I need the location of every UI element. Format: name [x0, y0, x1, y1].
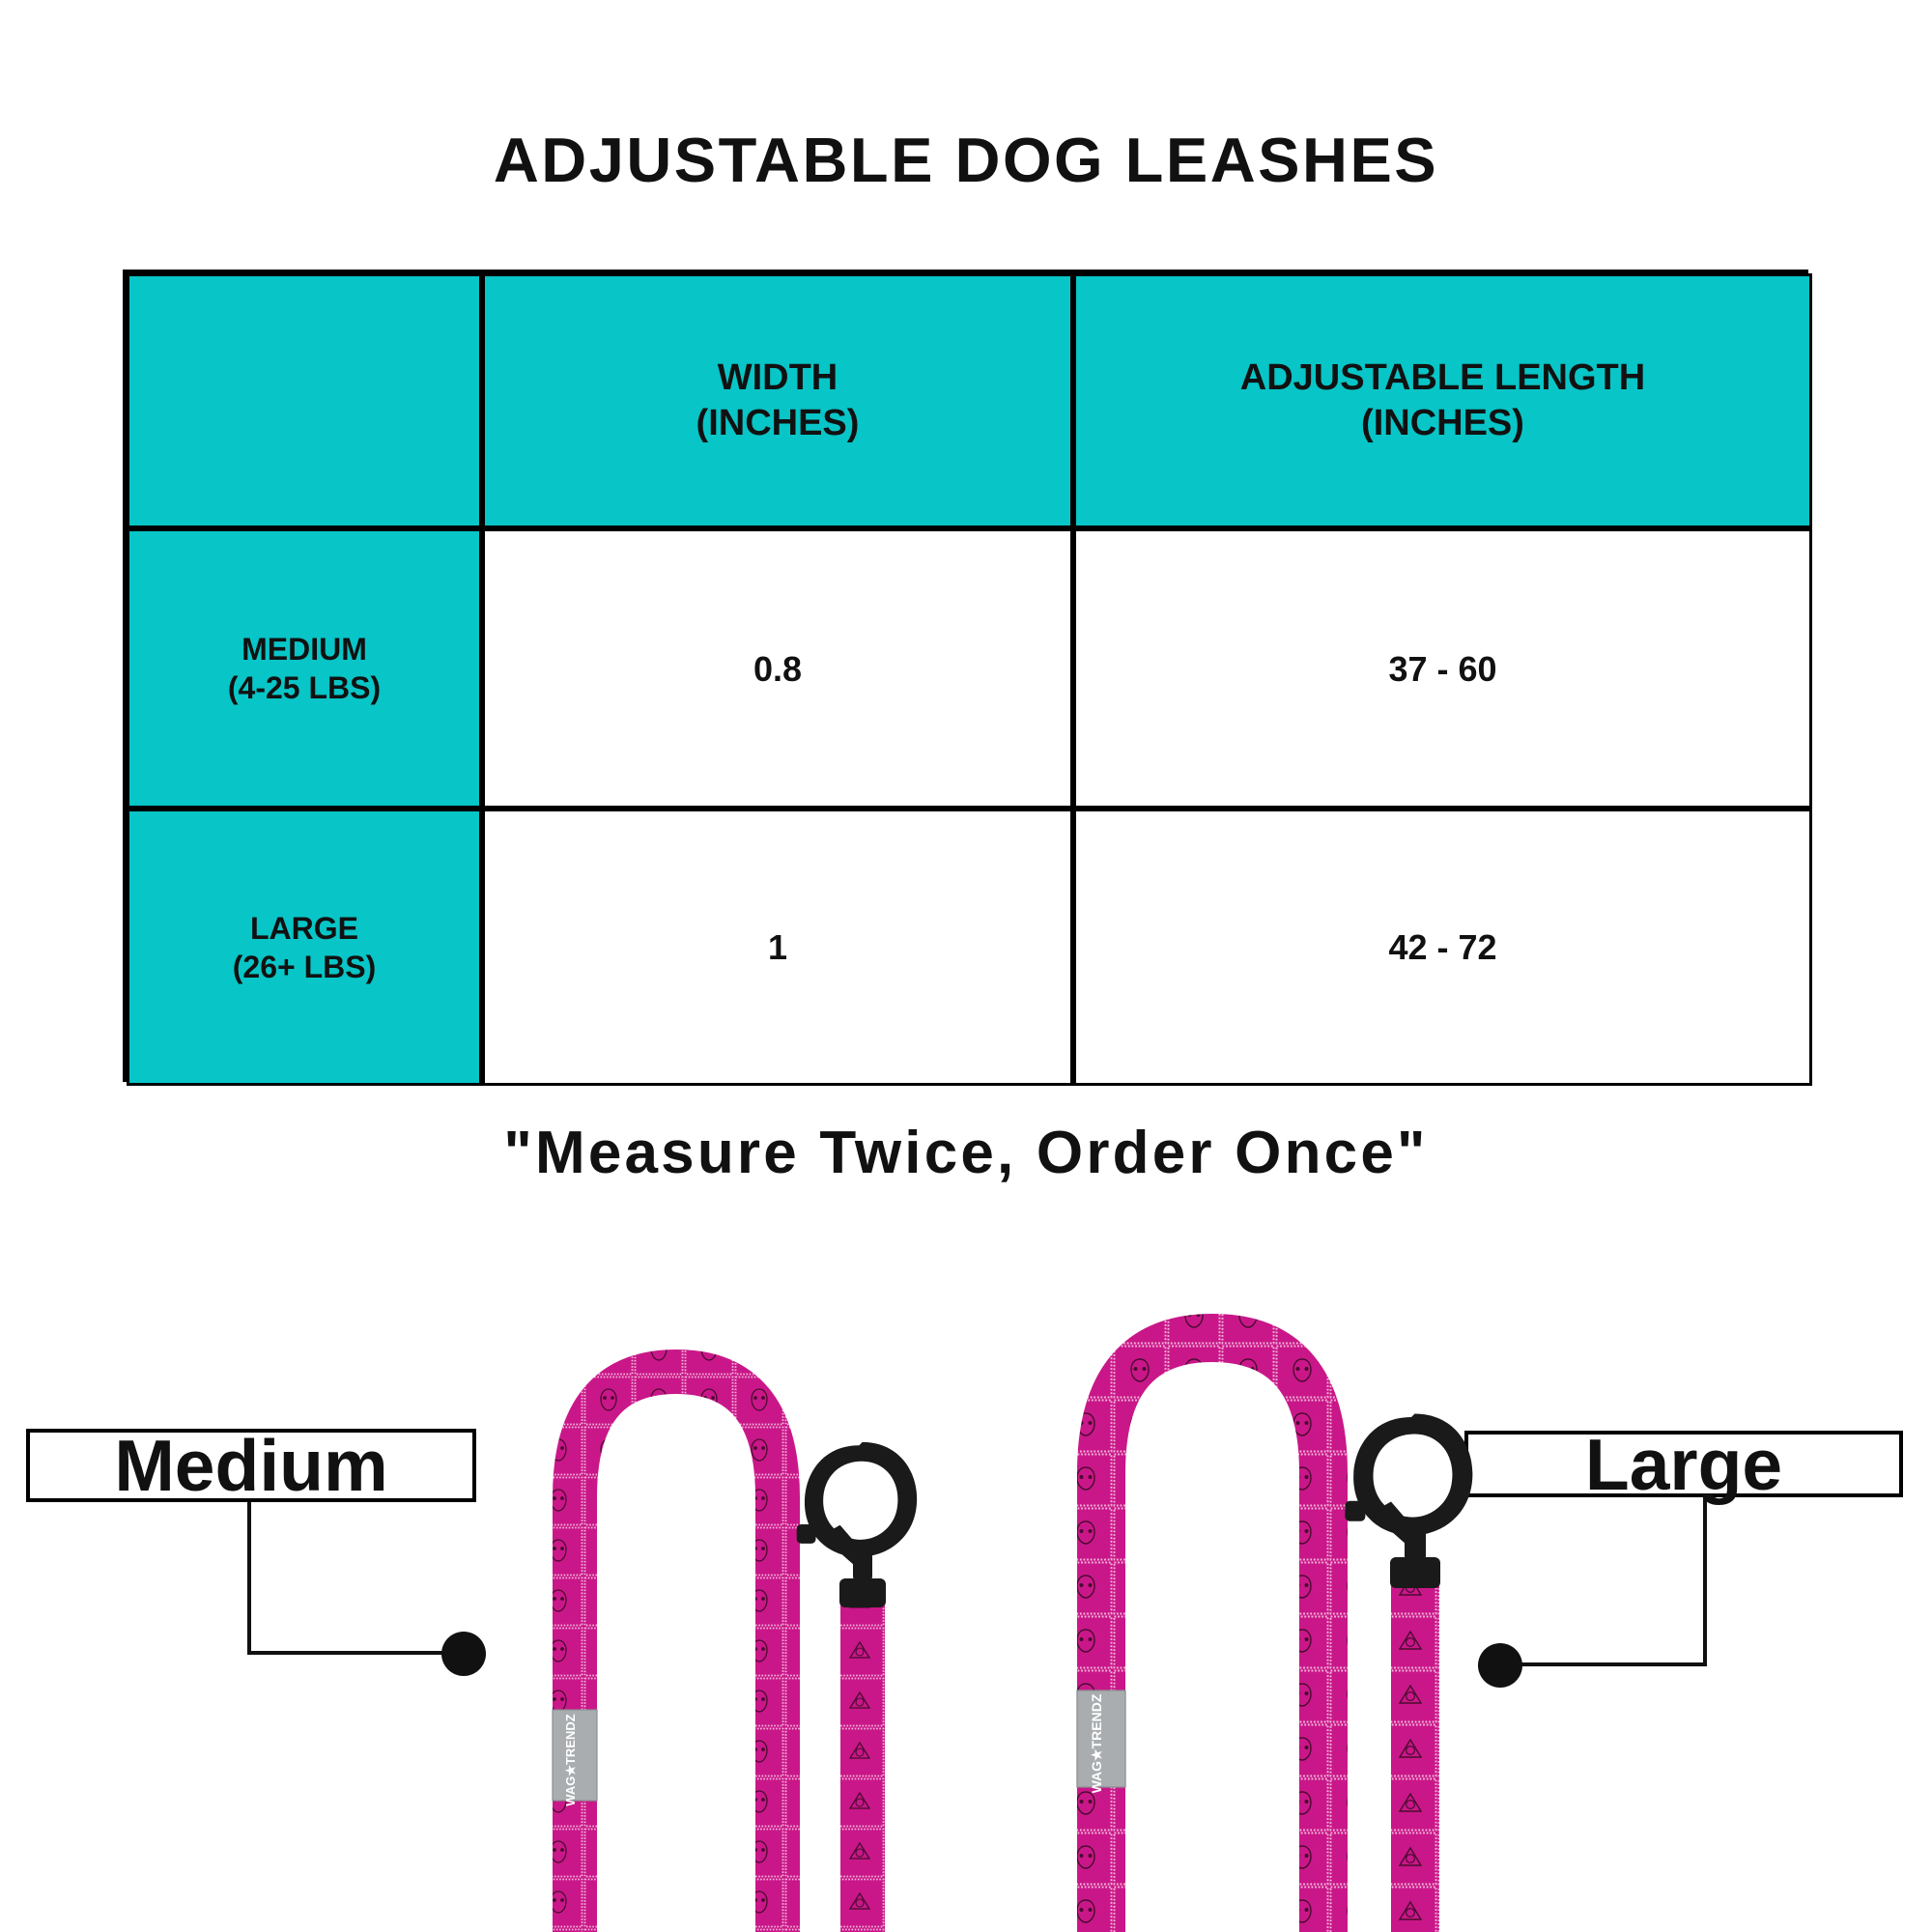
svg-text:WAG★TRENDZ: WAG★TRENDZ — [1089, 1693, 1104, 1793]
svg-text:WAG★TRENDZ: WAG★TRENDZ — [563, 1714, 578, 1805]
